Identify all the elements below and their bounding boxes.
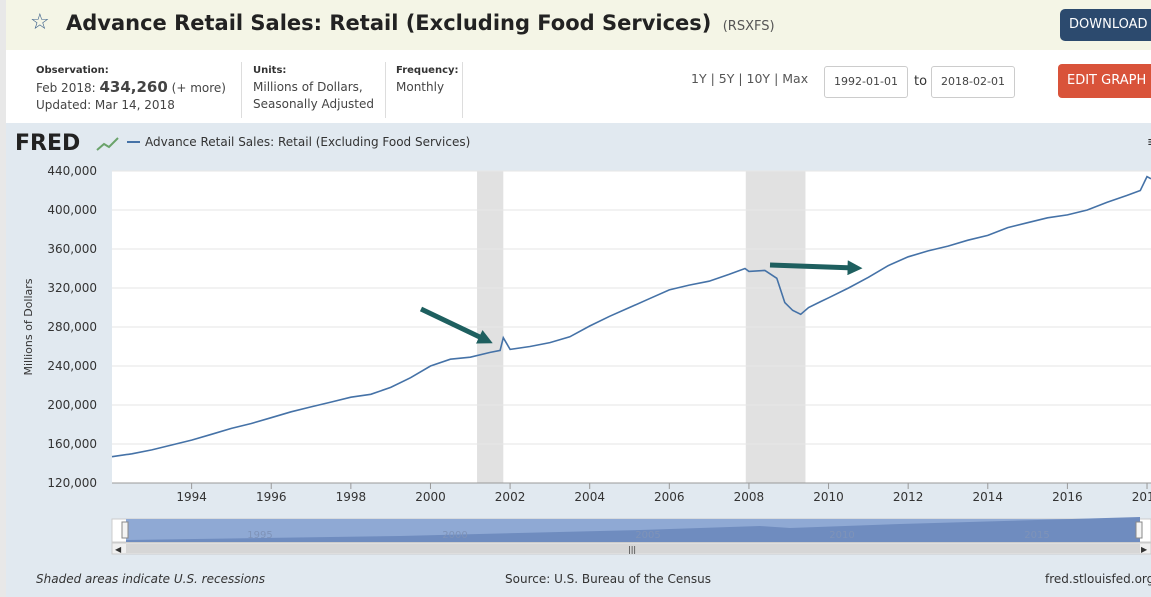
y-tick-label: 320,000 (47, 281, 97, 295)
x-tick-label: 2010 (813, 490, 844, 504)
navigator-label: 2005 (635, 530, 660, 541)
fred-logo-mark-icon (96, 137, 119, 151)
observation-block: Observation: Feb 2018: 434,260 (+ more) … (36, 62, 226, 114)
range-sep: | (774, 71, 783, 86)
scroll-right-icon[interactable]: ▶ (1141, 545, 1148, 554)
x-tick-label: 2014 (973, 490, 1004, 504)
observation-label: Observation: (36, 65, 109, 76)
x-tick-label: 2016 (1052, 490, 1083, 504)
recession-note: Shaded areas indicate U.S. recessions (36, 572, 265, 586)
y-tick-label: 400,000 (47, 203, 97, 217)
frequency-value: Monthly (396, 80, 445, 94)
navigator-label: 2015 (1024, 530, 1049, 541)
source-note: Source: U.S. Bureau of the Census (505, 572, 711, 586)
navigator-label: 1995 (247, 530, 272, 541)
y-tick-label: 360,000 (47, 242, 97, 256)
x-tick-label: 1996 (256, 490, 287, 504)
observation-value: 434,260 (99, 78, 168, 96)
x-tick-label: 2000 (415, 490, 446, 504)
end-date-input[interactable]: 2018-02-01 (931, 66, 1015, 98)
x-tick-label: 2002 (495, 490, 526, 504)
fred-logo[interactable]: FRED (15, 131, 80, 156)
y-tick-label: 280,000 (47, 320, 97, 334)
annotation-arrow (419, 306, 493, 344)
series-line (111, 175, 1151, 458)
range-sep: | (738, 71, 747, 86)
units-block: Units: Millions of Dollars, Seasonally A… (253, 62, 374, 113)
more-link[interactable]: (+ more) (171, 81, 226, 95)
updated-date: Updated: Mar 14, 2018 (36, 98, 175, 112)
legend-label[interactable]: Advance Retail Sales: Retail (Excluding … (145, 135, 470, 149)
divider (385, 62, 386, 118)
annotation-arrow (769, 260, 863, 276)
units-label: Units: (253, 65, 287, 76)
y-axis-label: Millions of Dollars (22, 278, 35, 375)
observation-line: Feb 2018: 434,260 (+ more) (36, 79, 226, 97)
site-link[interactable]: fred.stlouisfed.org (1045, 572, 1151, 586)
menu-icon[interactable]: ≡ (1147, 135, 1151, 150)
x-tick-label: 2008 (734, 490, 765, 504)
window-edge (0, 0, 6, 597)
series-code: (RSXFS) (722, 19, 775, 34)
y-tick-label: 160,000 (47, 437, 97, 451)
scroll-left-icon[interactable]: ◀ (115, 545, 122, 554)
edit-graph-label: EDIT GRAPH (1067, 73, 1147, 88)
navigator-label: 2000 (442, 530, 467, 541)
navigator-handle-right[interactable] (1135, 521, 1143, 539)
frequency-label: Frequency: (396, 65, 459, 76)
y-tick-label: 120,000 (47, 476, 97, 490)
scroll-grip-icon: ||| (628, 545, 636, 554)
edit-graph-button[interactable]: EDIT GRAPH ⚙ (1058, 64, 1151, 98)
series-title: Advance Retail Sales: Retail (Excluding … (66, 11, 712, 35)
divider (241, 62, 242, 118)
range-10y[interactable]: 10Y (746, 71, 771, 86)
range-5y[interactable]: 5Y (718, 71, 735, 86)
range-sep: | (710, 71, 719, 86)
start-date-input[interactable]: 1992-01-01 (824, 66, 908, 98)
frequency-block: Frequency: Monthly (396, 62, 459, 96)
range-1y[interactable]: 1Y (691, 71, 707, 86)
x-tick-label: 1998 (336, 490, 367, 504)
scrollbar-thumb[interactable] (126, 544, 1140, 553)
divider (462, 62, 463, 118)
y-tick-label: 200,000 (47, 398, 97, 412)
navigator-label: 2010 (829, 530, 854, 541)
units-line1: Millions of Dollars, (253, 80, 363, 94)
range-selector: 1Y | 5Y | 10Y | Max (691, 71, 808, 86)
navigator-series (126, 517, 1140, 542)
y-tick-label: 440,000 (47, 164, 97, 178)
y-tick-label: 240,000 (47, 359, 97, 373)
x-tick-label: 2006 (654, 490, 685, 504)
navigator-handle-left[interactable] (121, 521, 129, 539)
to-label: to (914, 74, 928, 89)
x-tick-label: 1994 (176, 490, 207, 504)
x-tick-label: 2012 (893, 490, 924, 504)
page-title: Advance Retail Sales: Retail (Excluding … (66, 11, 775, 35)
title-bar (6, 0, 1151, 50)
x-tick-label: 2004 (574, 490, 605, 504)
x-tick-label: 2018 (1132, 490, 1151, 504)
observation-period: Feb 2018: (36, 81, 96, 95)
download-label: DOWNLOAD (1069, 17, 1148, 32)
download-button[interactable]: DOWNLOAD ⬇ (1060, 9, 1151, 41)
units-line2: Seasonally Adjusted (253, 97, 375, 111)
range-max[interactable]: Max (782, 71, 809, 86)
star-icon[interactable]: ☆ (30, 10, 50, 35)
